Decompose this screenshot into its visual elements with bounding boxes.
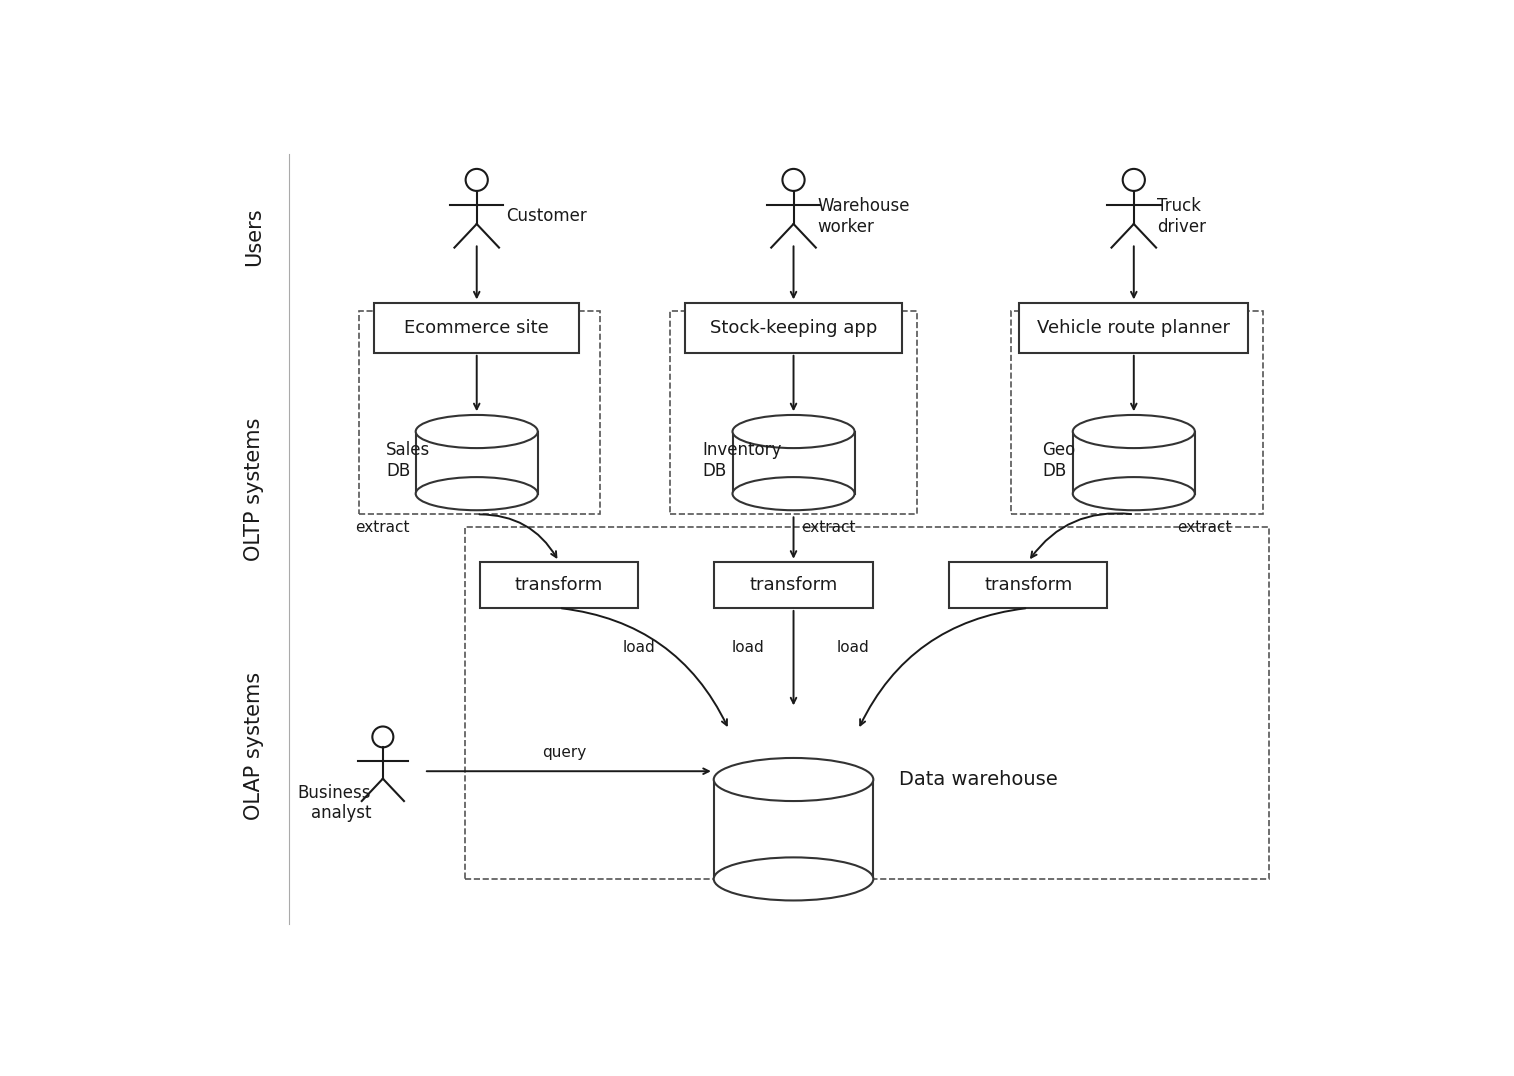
FancyBboxPatch shape: [684, 303, 902, 353]
Text: Customer: Customer: [506, 207, 587, 225]
Ellipse shape: [713, 758, 874, 801]
Ellipse shape: [1073, 415, 1195, 448]
FancyBboxPatch shape: [715, 562, 872, 608]
Ellipse shape: [416, 415, 537, 448]
Text: transform: transform: [515, 576, 603, 594]
Text: Vehicle route planner: Vehicle route planner: [1037, 318, 1231, 337]
Text: Warehouse
worker: Warehouse worker: [818, 197, 910, 236]
Text: transform: transform: [749, 576, 837, 594]
Polygon shape: [733, 431, 854, 494]
Text: Data warehouse: Data warehouse: [899, 770, 1058, 789]
Text: extract: extract: [356, 520, 410, 535]
Text: Truck
driver: Truck driver: [1157, 197, 1207, 236]
FancyBboxPatch shape: [480, 562, 637, 608]
Text: OLAP systems: OLAP systems: [244, 672, 263, 820]
Text: query: query: [542, 746, 587, 761]
Text: OLTP systems: OLTP systems: [244, 417, 263, 562]
Polygon shape: [1073, 431, 1195, 494]
Polygon shape: [713, 779, 874, 879]
Ellipse shape: [733, 477, 854, 510]
Text: Inventory
DB: Inventory DB: [702, 441, 781, 480]
Ellipse shape: [733, 415, 854, 448]
Text: Geo
DB: Geo DB: [1042, 441, 1075, 480]
Ellipse shape: [416, 477, 537, 510]
Ellipse shape: [713, 858, 874, 901]
Text: transform: transform: [984, 576, 1072, 594]
Text: Sales
DB: Sales DB: [386, 441, 430, 480]
Text: extract: extract: [801, 520, 855, 535]
Text: load: load: [622, 640, 656, 655]
Text: load: load: [837, 640, 869, 655]
Polygon shape: [416, 431, 537, 494]
Text: Ecommerce site: Ecommerce site: [404, 318, 550, 337]
Text: Users: Users: [244, 208, 263, 266]
FancyBboxPatch shape: [1019, 303, 1248, 353]
Text: Stock-keeping app: Stock-keeping app: [710, 318, 877, 337]
Text: extract: extract: [1176, 520, 1231, 535]
Text: Business
analyst: Business analyst: [298, 783, 371, 822]
FancyBboxPatch shape: [374, 303, 580, 353]
Text: load: load: [731, 640, 765, 655]
Ellipse shape: [1073, 477, 1195, 510]
FancyBboxPatch shape: [949, 562, 1107, 608]
